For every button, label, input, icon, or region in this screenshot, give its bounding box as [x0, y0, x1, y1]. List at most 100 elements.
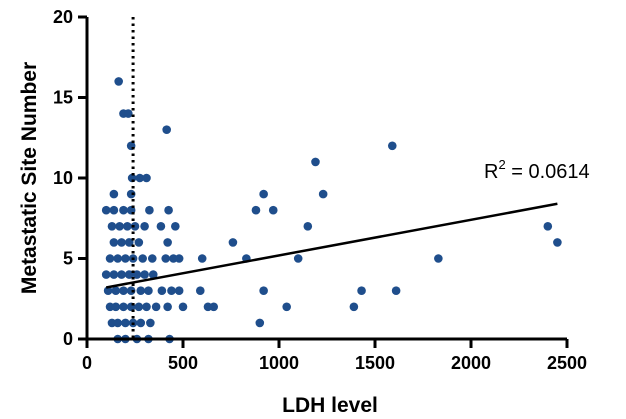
y-tick-label: 15: [53, 88, 73, 108]
y-tick-label: 5: [63, 249, 73, 269]
r-squared-superscript: 2: [498, 157, 505, 172]
data-point: [349, 302, 359, 312]
data-point: [145, 205, 154, 215]
data-point: [268, 205, 278, 215]
data-point: [126, 286, 136, 296]
x-tick-label: 1000: [259, 353, 299, 373]
r-squared-base: R: [484, 161, 498, 183]
data-point: [135, 173, 145, 183]
data-point: [111, 302, 121, 312]
data-point: [163, 302, 172, 312]
data-point: [105, 254, 115, 263]
data-point: [162, 125, 171, 134]
data-point: [174, 254, 184, 263]
data-point: [148, 270, 158, 279]
data-point: [114, 77, 123, 86]
data-point: [136, 286, 146, 296]
chart-lines: [105, 17, 558, 339]
data-point: [142, 173, 151, 183]
data-point: [121, 254, 130, 263]
data-point: [195, 286, 205, 296]
data-point: [124, 270, 134, 279]
data-point: [146, 318, 155, 328]
data-point: [134, 238, 144, 247]
y-tick-label: 20: [53, 7, 73, 27]
axes: 0 5 10 15 20 0 500 1000 1500 2000 2500: [53, 7, 587, 373]
data-point: [553, 238, 562, 247]
data-point: [115, 222, 124, 231]
data-point: [136, 318, 146, 328]
data-point: [121, 318, 130, 328]
data-point: [259, 286, 268, 296]
data-point: [147, 254, 157, 263]
data-point: [391, 286, 401, 296]
y-axis-title: Metastatic Site Number: [18, 62, 41, 294]
data-point: [101, 205, 111, 215]
data-point: [163, 238, 172, 247]
data-point: [156, 222, 166, 231]
data-point: [259, 189, 268, 199]
data-point: [178, 302, 188, 312]
data-point: [142, 302, 151, 312]
data-point: [144, 286, 153, 296]
data-point: [228, 238, 238, 247]
data-point: [167, 286, 176, 296]
data-point: [113, 318, 123, 328]
r-squared-annotation: R2 = 0.0614: [484, 157, 590, 183]
data-point: [109, 189, 119, 199]
data-point: [387, 141, 397, 151]
data-point: [303, 222, 313, 231]
x-tick-label: 0: [82, 353, 92, 373]
data-point: [134, 302, 144, 312]
data-point: [138, 254, 147, 263]
data-point: [543, 222, 553, 231]
data-point: [124, 238, 134, 247]
data-point: [132, 270, 142, 279]
data-point: [174, 286, 184, 296]
data-point: [113, 254, 123, 263]
data-point: [157, 286, 167, 296]
data-point: [161, 254, 171, 263]
data-point: [209, 302, 219, 312]
data-point: [123, 222, 132, 231]
data-point: [109, 238, 119, 247]
data-point: [318, 189, 328, 199]
data-point: [164, 205, 173, 215]
data-point: [117, 238, 126, 247]
data-point: [171, 222, 180, 231]
data-point: [111, 286, 121, 296]
data-point: [117, 270, 126, 279]
data-point: [197, 254, 207, 263]
data-point: [119, 302, 128, 312]
data-point: [119, 205, 128, 215]
data-point: [255, 318, 265, 328]
regression-line: [105, 202, 558, 289]
data-point: [357, 286, 366, 296]
data-point: [101, 270, 111, 279]
data-point: [251, 205, 261, 215]
x-tick-label: 1500: [355, 353, 395, 373]
data-point: [119, 286, 128, 296]
data-point: [311, 157, 320, 167]
data-point: [109, 205, 119, 215]
x-tick-label: 500: [168, 353, 198, 373]
data-point: [140, 222, 149, 231]
data-point: [434, 254, 443, 263]
data-point: [103, 286, 113, 296]
r-squared-value: = 0.0614: [506, 161, 590, 183]
x-tick-label: 2500: [547, 353, 587, 373]
x-axis-title: LDH level: [282, 394, 378, 417]
data-point: [130, 222, 140, 231]
y-tick-label: 0: [63, 329, 73, 349]
data-point: [282, 302, 291, 312]
data-point: [151, 302, 161, 312]
y-tick-label: 10: [53, 168, 73, 188]
data-points: [101, 77, 562, 344]
data-point: [126, 189, 136, 199]
data-point: [140, 270, 149, 279]
data-point: [293, 254, 303, 263]
data-point: [107, 222, 117, 231]
data-point: [123, 109, 133, 118]
x-tick-label: 2000: [451, 353, 491, 373]
